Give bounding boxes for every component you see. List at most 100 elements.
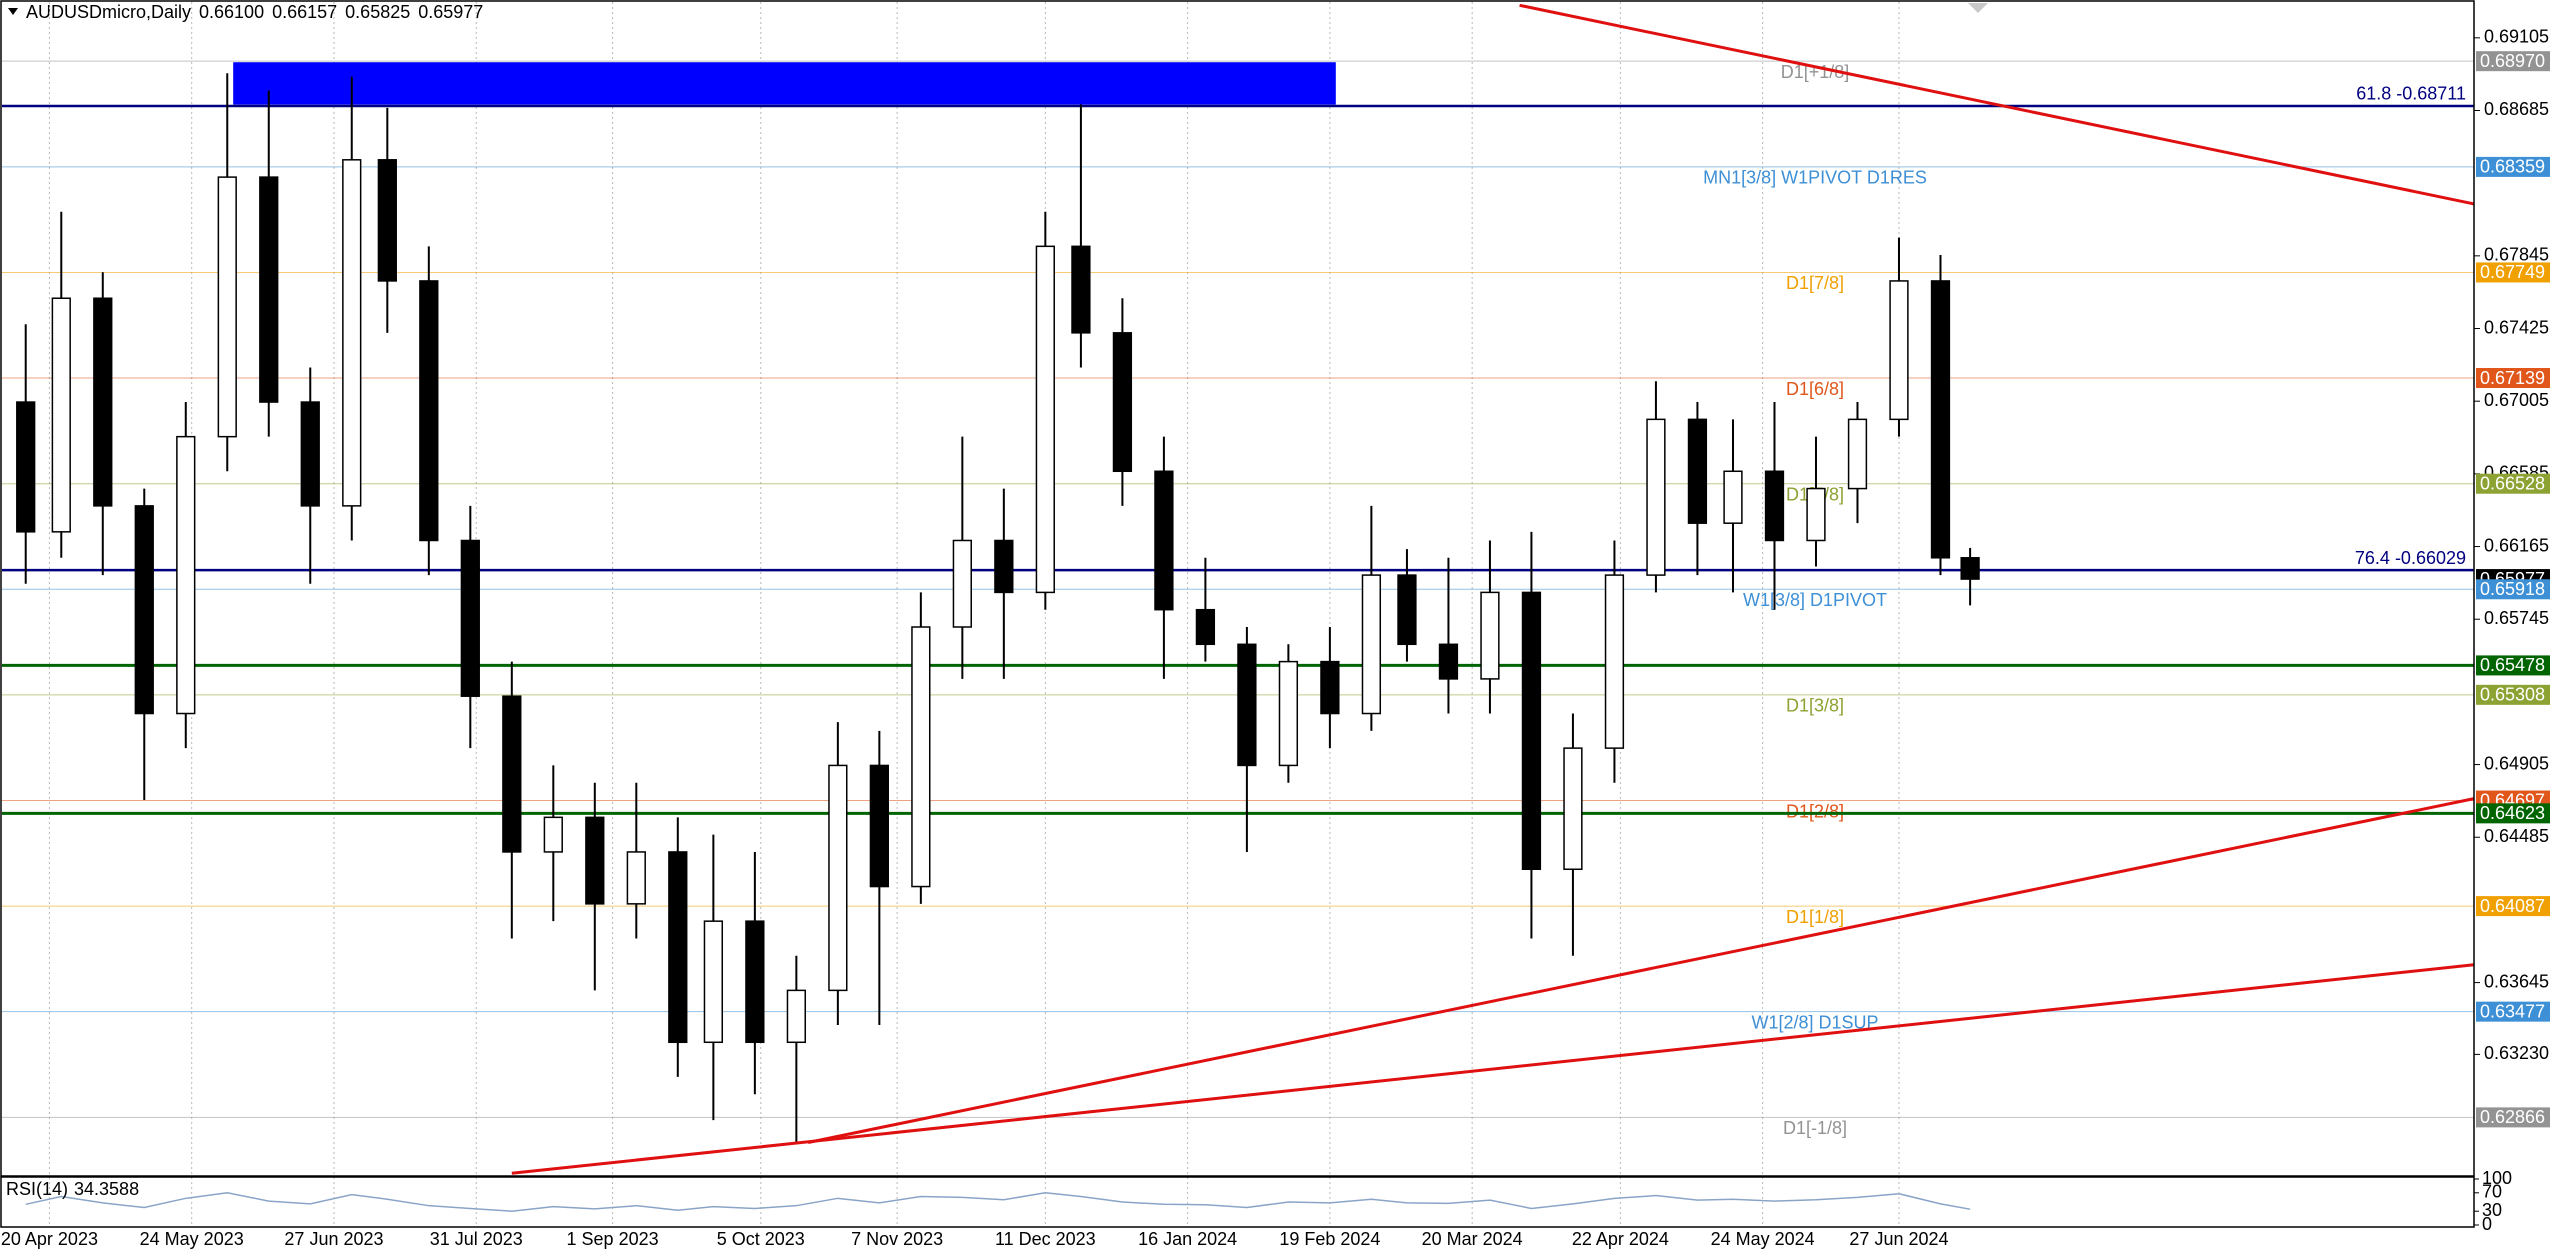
candle-body <box>1237 643 1257 767</box>
candle-body <box>1035 245 1055 594</box>
candle-body <box>745 920 765 1044</box>
y-tick-label: 0.68685 <box>2484 99 2549 119</box>
candle-body <box>176 435 196 715</box>
header-arrow <box>8 8 18 15</box>
trendline <box>511 963 2475 1175</box>
y-tick-label: 0.65745 <box>2484 608 2549 628</box>
price-box <box>2476 1001 2550 1022</box>
x-tick-label: 16 Jan 2024 <box>1138 1229 1237 1249</box>
price-box-label: 0.63477 <box>2480 1001 2545 1021</box>
y-tick-label: 0.69105 <box>2484 27 2549 47</box>
level-label: D1[7/8] <box>1786 273 1844 293</box>
price-box <box>2476 579 2550 600</box>
candle-body <box>668 851 688 1044</box>
candle-body <box>1361 574 1382 715</box>
zone <box>233 62 1336 105</box>
candle-body <box>1930 280 1951 559</box>
x-tick-label: 20 Apr 2023 <box>1 1229 98 1249</box>
x-tick-label: 20 Mar 2024 <box>1422 1229 1523 1249</box>
level-label: D1[2/8] <box>1786 801 1844 821</box>
price-box <box>2476 803 2550 824</box>
level-label: W1[3/8] D1PIVOT <box>1743 590 1887 610</box>
candle-body <box>543 816 563 853</box>
candle-body <box>585 816 605 905</box>
candle-body <box>911 626 931 888</box>
candle-body <box>134 505 154 715</box>
candle-body <box>1960 557 1980 580</box>
rsi-tick-label: 100 <box>2482 1168 2512 1188</box>
candle-body <box>419 280 439 542</box>
candle-body <box>1889 280 1909 421</box>
price-box-label: 0.65918 <box>2480 579 2545 599</box>
rsi-name: RSI(14) <box>6 1179 68 1199</box>
candle-body <box>1723 470 1743 524</box>
y-tick-label: 0.64485 <box>2484 826 2549 846</box>
x-tick-label: 27 Jun 2024 <box>1849 1229 1948 1249</box>
price-box-label: 0.64623 <box>2480 803 2545 823</box>
price-box-label: 0.67139 <box>2480 368 2545 388</box>
price-box <box>2476 368 2550 389</box>
ohlc-value: 0.66157 <box>272 2 337 22</box>
candle-body <box>1278 660 1299 767</box>
rsi-value: 34.3588 <box>74 1179 139 1199</box>
candle-body <box>1195 608 1216 646</box>
candle-body <box>1806 487 1826 542</box>
candle-body <box>828 764 848 992</box>
level-label: W1[2/8] D1SUP <box>1751 1012 1878 1032</box>
price-box <box>2476 1107 2550 1128</box>
candle-body <box>626 851 646 905</box>
x-tick-label: 1 Sep 2023 <box>567 1229 659 1249</box>
candle-body <box>703 920 724 1044</box>
x-tick-label: 19 Feb 2024 <box>1279 1229 1380 1249</box>
y-tick-label: 0.67845 <box>2484 245 2549 265</box>
x-tick-label: 22 Apr 2024 <box>1572 1229 1669 1249</box>
price-box <box>2476 51 2550 72</box>
candle-body <box>1604 574 1625 749</box>
price-box <box>2476 262 2550 283</box>
candle-body <box>1646 418 1666 576</box>
rsi-line <box>25 1192 1971 1212</box>
candle-body <box>460 539 480 697</box>
plot-frame <box>0 0 2475 1177</box>
candle-body <box>1320 660 1340 715</box>
candle-body <box>342 159 362 507</box>
candle-body <box>1480 591 1500 680</box>
trendline <box>1519 3 2475 206</box>
candle-body <box>1764 470 1785 542</box>
header: AUDUSDmicro,Daily 0.66100 0.66157 0.65825 0.… <box>26 2 483 22</box>
price-box-label: 0.65308 <box>2480 685 2545 705</box>
candle-body <box>259 176 279 403</box>
x-tick-label: 5 Oct 2023 <box>717 1229 805 1249</box>
rsi-tick-label: 0 <box>2482 1214 2492 1234</box>
price-box-label: 0.64087 <box>2480 896 2545 916</box>
candle-body <box>217 176 237 438</box>
candle-body <box>1397 574 1417 646</box>
candle-body <box>51 297 71 533</box>
candle-body <box>952 539 972 628</box>
shift-marker <box>1968 3 1988 13</box>
candle-body <box>1112 332 1133 473</box>
ohlc-value: 0.65977 <box>418 2 483 22</box>
fib-label: 61.8 -0.68711 <box>2356 84 2466 104</box>
price-box-label: 0.66528 <box>2480 473 2545 493</box>
candle-body <box>869 764 889 888</box>
price-box <box>2476 156 2550 177</box>
rsi-label: RSI(14) 34.3588 <box>6 1179 139 1199</box>
candle-body <box>377 159 397 282</box>
y-tick-label: 0.64905 <box>2484 753 2549 773</box>
price-box-label: 0.62866 <box>2480 1107 2545 1127</box>
candle-body <box>994 539 1014 594</box>
price-box-label: 0.67749 <box>2480 262 2545 282</box>
candle-body <box>502 695 522 853</box>
price-box-label: 0.65478 <box>2480 655 2545 675</box>
x-tick-label: 24 May 2024 <box>1711 1229 1815 1249</box>
price-box-label: 0.68359 <box>2480 157 2545 177</box>
x-tick-label: 24 May 2023 <box>140 1229 244 1249</box>
y-tick-label: 0.67425 <box>2484 317 2549 337</box>
candle-body <box>1438 643 1459 680</box>
y-tick-label: 0.66165 <box>2484 535 2549 555</box>
level-label: D1[-1/8] <box>1783 1118 1847 1138</box>
level-label: D1[1/8] <box>1786 907 1844 927</box>
